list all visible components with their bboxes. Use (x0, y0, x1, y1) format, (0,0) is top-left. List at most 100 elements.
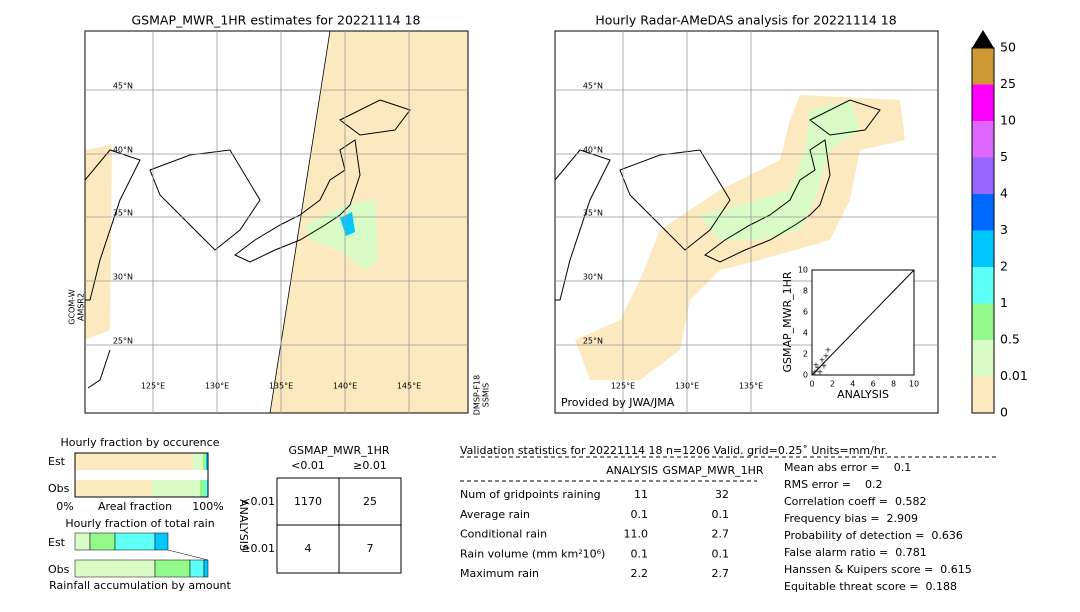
lat-label: 25°N (583, 337, 603, 346)
scatter-point: + (813, 361, 820, 370)
stat-value: 11.0 (624, 528, 649, 541)
axis-label: Areal fraction (98, 500, 172, 513)
table-grid (276, 477, 402, 574)
map-title: Hourly Radar-AMeDAS analysis for 2022111… (595, 13, 896, 28)
colorbar-label: 2 (1000, 259, 1008, 274)
scatter-point: + (812, 368, 819, 377)
cell: 7 (367, 542, 374, 555)
colorbar-segment (972, 267, 994, 304)
score: Mean abs error = 0.1 (784, 461, 911, 474)
sensor-label: DMSP-F18 (473, 375, 482, 415)
colorbar-extend (972, 30, 994, 48)
table-title: GSMAP_MWR_1HR (288, 444, 389, 457)
colorbar-segment (972, 230, 994, 267)
row-label: ≥0.01 (241, 542, 275, 555)
lon-label: 140°E (333, 382, 357, 391)
stat-value: 2.7 (712, 528, 730, 541)
stat-value: 0.1 (712, 508, 730, 521)
colorbar-segment (972, 194, 994, 231)
row-label: <0.01 (241, 495, 275, 508)
lat-label: 35°N (583, 209, 603, 218)
panel-footer: Rainfall accumulation by amount (49, 579, 231, 592)
inset-tick: 10 (798, 266, 808, 275)
lat-label: 30°N (113, 273, 133, 282)
cell: 25 (363, 495, 377, 508)
stat-label: Average rain (460, 508, 530, 521)
occurrence-bars (74, 452, 209, 498)
inset-ylabel: GSMAP_MWR_1HR (781, 271, 794, 372)
left-map (85, 31, 468, 413)
panel-title: Hourly fraction of total rain (65, 517, 214, 530)
inset-xlabel: ANALYSIS (837, 388, 889, 401)
lon-label: 130°E (205, 382, 229, 391)
colorbar-label: 0.5 (1000, 332, 1020, 347)
lat-label: 25°N (113, 337, 133, 346)
colorbar-label: 25 (1000, 76, 1016, 91)
lon-label: 125°E (611, 382, 635, 391)
colorbar-segment (972, 376, 994, 413)
lon-label: 145°E (397, 382, 421, 391)
colorbar-segment (972, 48, 994, 85)
stat-value: 2.2 (631, 567, 649, 580)
inset-tick: 6 (871, 380, 876, 389)
stat-value: 32 (715, 488, 729, 501)
map-title: GSMAP_MWR_1HR estimates for 20221114 18 (132, 13, 421, 28)
stat-label: Conditional rain (460, 528, 547, 541)
score: Frequency bias = 2.909 (784, 512, 918, 525)
rain-bars (74, 532, 209, 578)
row-label: Obs (48, 482, 70, 495)
col-label: ANALYSIS (606, 464, 658, 477)
colorbar-label: 10 (1000, 113, 1016, 128)
colorbar-frame (971, 47, 995, 414)
stat-value: 2.7 (712, 567, 730, 580)
stat-label: Rain volume (mm km²10⁶) (460, 547, 605, 560)
score: Correlation coeff = 0.582 (784, 495, 926, 508)
colorbar-segment (972, 121, 994, 158)
score: Equitable threat score = 0.188 (784, 580, 957, 593)
row-label: Est (48, 455, 66, 468)
lat-label: 45°N (113, 82, 133, 91)
side-label: ANALYSIS (237, 499, 250, 551)
stat-value: 0.1 (631, 508, 649, 521)
sensor-label: AMSR2 (77, 293, 86, 321)
lat-label: 45°N (583, 82, 603, 91)
colorbar-label: 0 (1000, 405, 1008, 420)
col-label: <0.01 (291, 459, 325, 472)
inset-tick: 8 (803, 287, 808, 296)
lat-label: 40°N (113, 146, 133, 155)
stat-value: 0.1 (712, 547, 730, 560)
cell: 1170 (294, 495, 322, 508)
score: Probability of detection = 0.636 (784, 529, 963, 542)
colorbar-segment (972, 157, 994, 194)
col-label: ≥0.01 (353, 459, 387, 472)
scatter-point: + (815, 364, 822, 373)
diagonal (811, 269, 915, 376)
lon-label: 130°E (675, 382, 699, 391)
scatter-point: + (825, 346, 832, 355)
panel-title: Hourly fraction by occurence (61, 436, 220, 449)
score: RMS error = 0.2 (784, 478, 882, 491)
stats-header: Validation statistics for 20221114 18 n=… (460, 444, 888, 457)
lat-label: 35°N (113, 209, 133, 218)
inset-tick: 0 (809, 380, 814, 389)
row-label: Est (48, 536, 66, 549)
colorbar-segment (972, 340, 994, 377)
row-label: Obs (48, 563, 70, 576)
sensor-label: SSMIS (482, 383, 491, 408)
lat-label: 30°N (583, 273, 603, 282)
colorbar-label: 5 (1000, 149, 1008, 164)
inset-tick: 4 (803, 329, 808, 338)
cell: 4 (305, 542, 312, 555)
right-map (555, 95, 905, 380)
stat-value: 11 (634, 488, 648, 501)
credit: Provided by JWA/JMA (561, 396, 675, 409)
scatter-point: + (823, 352, 830, 361)
map-frame (554, 30, 939, 414)
colorbar-segment (972, 84, 994, 121)
colorbar-segment (972, 303, 994, 340)
lon-label: 125°E (141, 382, 165, 391)
axis-label: 0% (56, 500, 73, 513)
score: Hanssen & Kuipers score = 0.615 (784, 563, 972, 576)
scatter-point: + (819, 356, 826, 365)
